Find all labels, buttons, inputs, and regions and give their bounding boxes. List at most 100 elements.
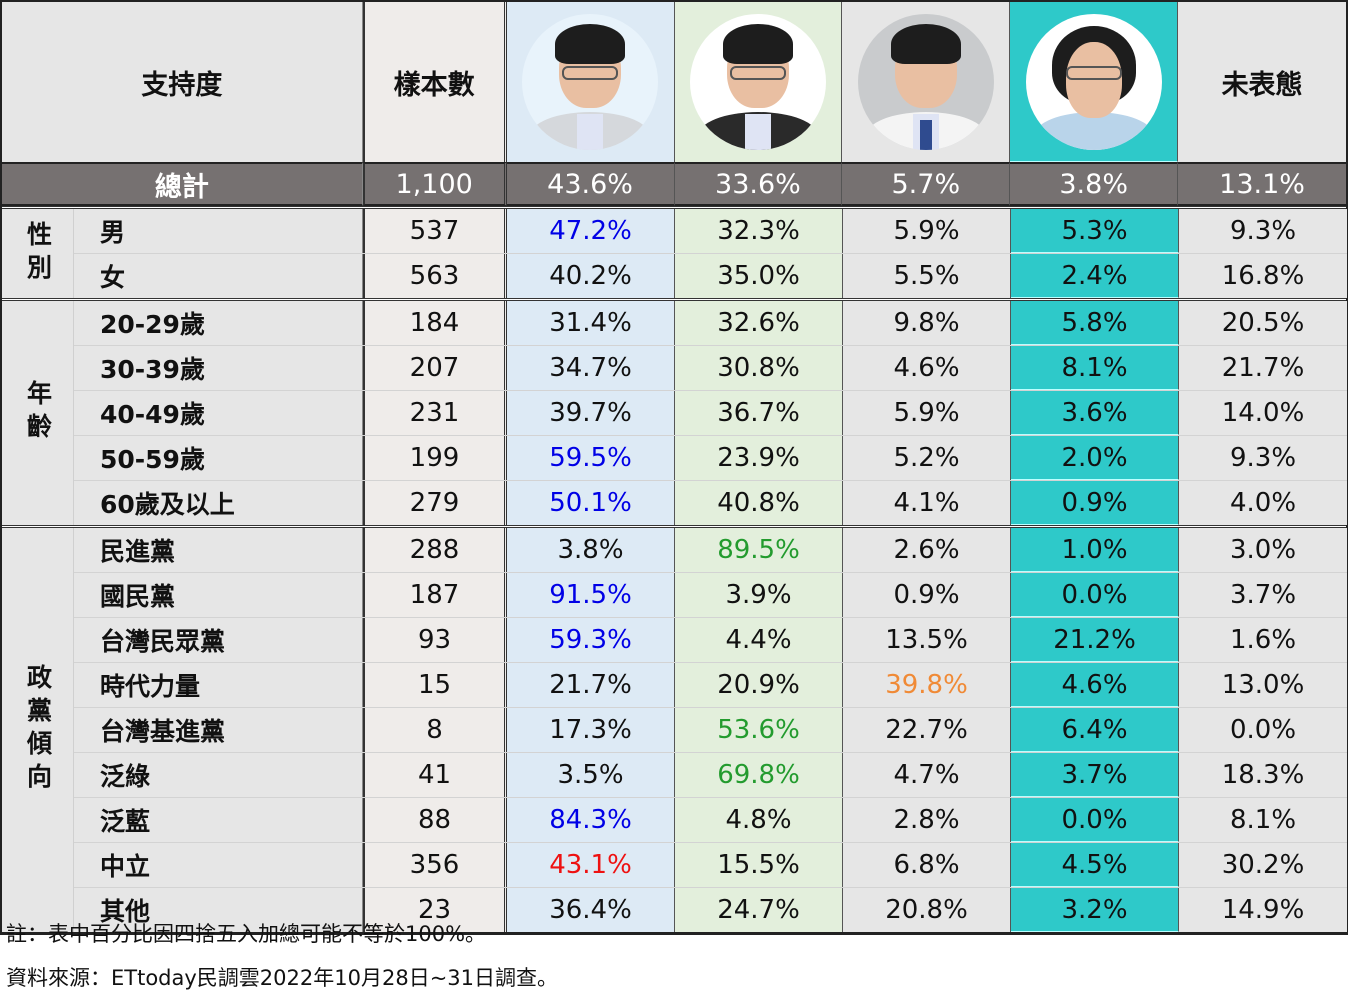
candidate-2-cell: 69.8%	[675, 753, 843, 797]
total-candidate-3: 5.7%	[842, 162, 1011, 206]
sample-size-cell: 41	[363, 753, 507, 797]
undecided-cell: 21.7%	[1179, 346, 1347, 390]
candidate-1-photo	[522, 14, 659, 150]
row-label: 泛藍	[74, 798, 363, 842]
sample-size-cell: 88	[363, 798, 507, 842]
candidate-4-cell: 0.0%	[1011, 573, 1179, 617]
table-row: 時代力量 15 21.7% 20.9% 39.8% 4.6% 13.0%	[74, 663, 1347, 708]
sample-size-cell: 279	[363, 481, 507, 525]
table-row: 20-29歲 184 31.4% 32.6% 9.8% 5.8% 20.5%	[74, 301, 1347, 346]
candidate-1-cell: 36.4%	[507, 888, 675, 932]
total-candidate-4: 3.8%	[1010, 162, 1179, 206]
candidate-3-cell: 2.8%	[843, 798, 1011, 842]
candidate-3-photo	[857, 14, 994, 150]
sample-size-cell: 537	[363, 209, 507, 253]
table-row: 女 563 40.2% 35.0% 5.5% 2.4% 16.8%	[74, 254, 1347, 298]
sample-size-cell: 356	[363, 843, 507, 887]
candidate-4-cell: 2.0%	[1011, 436, 1179, 480]
undecided-cell: 20.5%	[1179, 301, 1347, 345]
table-row: 60歲及以上 279 50.1% 40.8% 4.1% 0.9% 4.0%	[74, 481, 1347, 525]
candidate-2-cell: 89.5%	[675, 528, 843, 572]
undecided-cell: 3.7%	[1179, 573, 1347, 617]
candidate-2-cell: 36.7%	[675, 391, 843, 435]
table-row: 其他 23 36.4% 24.7% 20.8% 3.2% 14.9%	[74, 888, 1347, 932]
sample-size-cell: 563	[363, 254, 507, 298]
total-candidate-1: 43.6%	[506, 162, 675, 206]
candidate-2-cell: 4.4%	[675, 618, 843, 662]
undecided-cell: 30.2%	[1179, 843, 1347, 887]
candidate-4-header	[1010, 2, 1179, 162]
header-row: 支持度 樣本數 未表態	[2, 2, 1346, 162]
rounding-note: 註：表中百分比因四捨五入加總可能不等於100%。	[6, 922, 487, 946]
candidate-1-cell: 39.7%	[507, 391, 675, 435]
candidate-2-cell: 30.8%	[675, 346, 843, 390]
group-2: 政黨傾向 民進黨 288 3.8% 89.5% 2.6% 1.0% 3.0% 國民黨 187 91.…	[2, 525, 1347, 932]
total-candidate-2: 33.6%	[674, 162, 843, 206]
table-row: 男 537 47.2% 32.3% 5.9% 5.3% 9.3%	[74, 209, 1347, 254]
undecided-cell: 16.8%	[1179, 254, 1347, 298]
total-sample: 1,100	[362, 162, 507, 206]
candidate-4-cell: 3.7%	[1011, 753, 1179, 797]
candidate-3-cell: 9.8%	[843, 301, 1011, 345]
sample-size-cell: 207	[363, 346, 507, 390]
candidate-3-cell: 4.6%	[843, 346, 1011, 390]
candidate-2-header	[674, 2, 843, 162]
sample-size-cell: 199	[363, 436, 507, 480]
candidate-2-cell: 35.0%	[675, 254, 843, 298]
table-row: 台灣基進黨 8 17.3% 53.6% 22.7% 6.4% 0.0%	[74, 708, 1347, 753]
candidate-3-cell: 5.9%	[843, 209, 1011, 253]
undecided-cell: 0.0%	[1179, 708, 1347, 752]
candidate-2-cell: 53.6%	[675, 708, 843, 752]
candidate-4-cell: 6.4%	[1011, 708, 1179, 752]
candidate-2-cell: 4.8%	[675, 798, 843, 842]
candidate-4-cell: 3.2%	[1011, 888, 1179, 932]
candidate-3-cell: 5.2%	[843, 436, 1011, 480]
sample-size-header: 樣本數	[362, 2, 507, 162]
candidate-2-cell: 3.9%	[675, 573, 843, 617]
undecided-cell: 9.3%	[1179, 209, 1347, 253]
candidate-3-cell: 5.5%	[843, 254, 1011, 298]
candidate-4-cell: 4.6%	[1011, 663, 1179, 707]
row-label: 國民黨	[74, 573, 363, 617]
table-row: 泛綠 41 3.5% 69.8% 4.7% 3.7% 18.3%	[74, 753, 1347, 798]
candidate-2-cell: 15.5%	[675, 843, 843, 887]
undecided-cell: 14.0%	[1179, 391, 1347, 435]
candidate-3-cell: 0.9%	[843, 573, 1011, 617]
sample-size-cell: 184	[363, 301, 507, 345]
group-label: 性別	[2, 209, 74, 298]
table-row: 泛藍 88 84.3% 4.8% 2.8% 0.0% 8.1%	[74, 798, 1347, 843]
undecided-cell: 1.6%	[1179, 618, 1347, 662]
row-label: 60歲及以上	[74, 481, 363, 525]
table-row: 民進黨 288 3.8% 89.5% 2.6% 1.0% 3.0%	[74, 528, 1347, 573]
undecided-cell: 14.9%	[1179, 888, 1347, 932]
candidate-3-cell: 2.6%	[843, 528, 1011, 572]
candidate-2-cell: 32.6%	[675, 301, 843, 345]
candidate-1-cell: 40.2%	[507, 254, 675, 298]
undecided-cell: 9.3%	[1179, 436, 1347, 480]
undecided-cell: 3.0%	[1179, 528, 1347, 572]
row-label: 時代力量	[74, 663, 363, 707]
candidate-1-cell: 47.2%	[507, 209, 675, 253]
candidate-1-cell: 17.3%	[507, 708, 675, 752]
table-row: 40-49歲 231 39.7% 36.7% 5.9% 3.6% 14.0%	[74, 391, 1347, 436]
candidate-2-cell: 24.7%	[675, 888, 843, 932]
sample-size-cell: 231	[363, 391, 507, 435]
candidate-1-cell: 59.5%	[507, 436, 675, 480]
candidate-1-cell: 50.1%	[507, 481, 675, 525]
row-label: 台灣民眾黨	[74, 618, 363, 662]
row-label: 40-49歲	[74, 391, 363, 435]
table-row: 國民黨 187 91.5% 3.9% 0.9% 0.0% 3.7%	[74, 573, 1347, 618]
table-row: 中立 356 43.1% 15.5% 6.8% 4.5% 30.2%	[74, 843, 1347, 888]
undecided-cell: 13.0%	[1179, 663, 1347, 707]
row-label: 泛綠	[74, 753, 363, 797]
row-label: 30-39歲	[74, 346, 363, 390]
candidate-1-header	[506, 2, 675, 162]
candidate-1-cell: 31.4%	[507, 301, 675, 345]
row-label: 台灣基進黨	[74, 708, 363, 752]
sample-size-cell: 8	[363, 708, 507, 752]
row-label: 中立	[74, 843, 363, 887]
candidate-4-cell: 5.8%	[1011, 301, 1179, 345]
candidate-1-cell: 34.7%	[507, 346, 675, 390]
candidate-1-cell: 3.5%	[507, 753, 675, 797]
candidate-3-cell: 20.8%	[843, 888, 1011, 932]
